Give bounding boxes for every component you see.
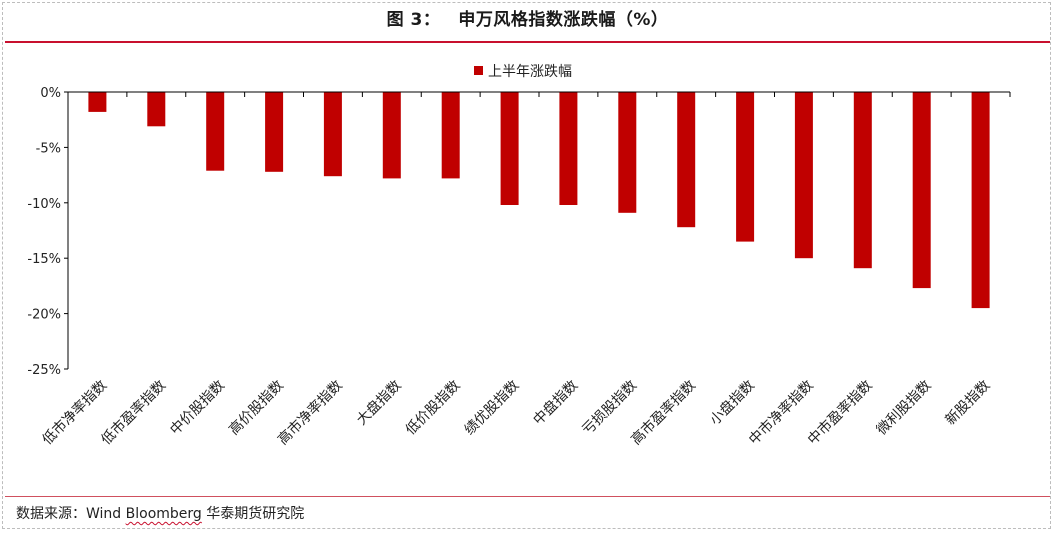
x-category-label: 新股指数 [942, 378, 993, 429]
figure-title: 图 3： 申万风格指数涨跌幅（%） [0, 5, 1055, 30]
x-category-label: 微利股指数 [874, 378, 935, 439]
bar-15 [912, 92, 931, 289]
x-category-label: 低价股指数 [403, 378, 464, 439]
x-category-label: 中价股指数 [167, 378, 228, 439]
y-tick-label: -20% [27, 308, 61, 323]
bars-group [88, 92, 990, 309]
chart-legend: 上半年涨跌幅 [474, 64, 572, 80]
bar-14 [853, 92, 872, 269]
y-tick-label: -15% [27, 252, 61, 267]
bar-2 [147, 92, 166, 127]
figure-number: 图 3： [386, 10, 441, 30]
y-tick-label: -10% [27, 197, 61, 212]
bar-7 [441, 92, 460, 179]
source-bloomberg: Bloomberg [125, 506, 202, 522]
bar-16 [971, 92, 990, 309]
y-tick-label: -25% [27, 363, 61, 378]
bar-13 [794, 92, 813, 259]
legend-label: 上半年涨跌幅 [488, 64, 572, 80]
bar-5 [323, 92, 342, 177]
bar-12 [736, 92, 755, 242]
y-tick-label: -5% [36, 141, 61, 156]
bar-1 [88, 92, 107, 112]
bar-11 [677, 92, 696, 228]
bar-4 [265, 92, 284, 172]
legend-swatch [474, 66, 483, 75]
x-category-label: 小盘指数 [706, 377, 758, 429]
footer-rule [5, 496, 1050, 497]
x-category-label: 绩优股指数 [462, 378, 523, 439]
source-prefix: 数据来源：Wind [16, 506, 126, 522]
title-rule [5, 41, 1050, 43]
bar-6 [382, 92, 401, 179]
x-category-label: 亏损股指数 [579, 378, 640, 439]
bar-3 [206, 92, 225, 171]
data-source: 数据来源：Wind Bloomberg 华泰期货研究院 [16, 503, 304, 523]
bar-8 [500, 92, 519, 205]
y-tick-label: 0% [40, 86, 61, 101]
bar-10 [618, 92, 637, 213]
x-category-label: 大盘指数 [353, 377, 405, 429]
source-suffix: 华泰期货研究院 [201, 506, 305, 522]
bar-9 [559, 92, 578, 205]
x-category-label: 中盘指数 [530, 377, 582, 429]
x-category-label: 高价股指数 [225, 377, 287, 439]
figure-title-text: 申万风格指数涨跌幅（%） [458, 10, 669, 30]
